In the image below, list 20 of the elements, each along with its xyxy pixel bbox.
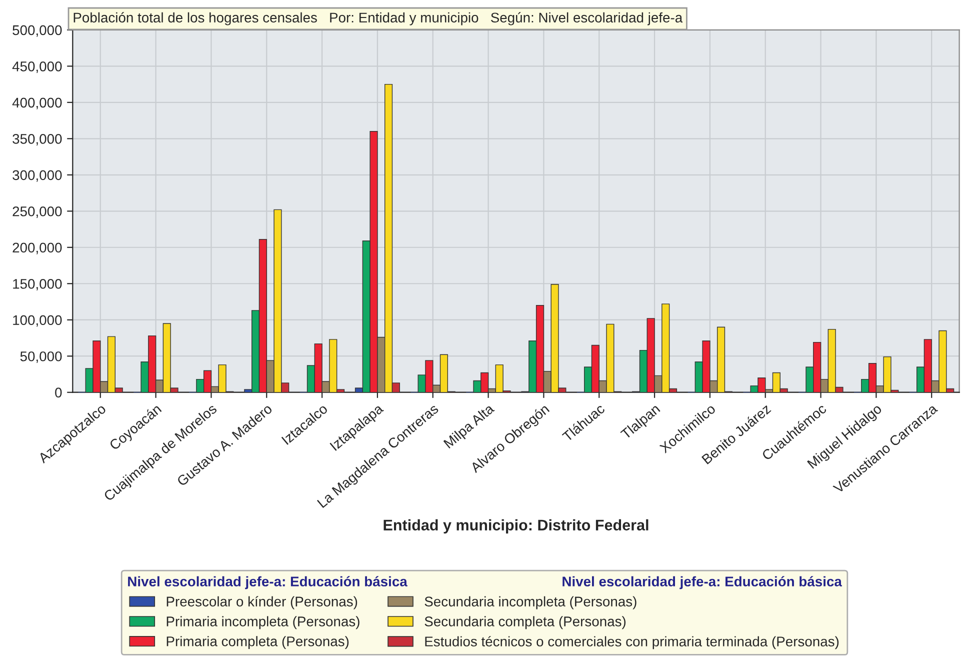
legend-label: Secundaria completa (Personas) [424,616,626,630]
legend-label: Estudios técnicos o comerciales con primaria terminada (Personas) [425,636,839,650]
y-tick-label: 400,000 [12,98,62,110]
y-tick-label: 250,000 [12,206,62,218]
legend-label: Primaria completa (Personas) [166,636,349,650]
y-tick-label: 300,000 [12,170,62,182]
y-tick-label: 100,000 [13,315,62,327]
y-tick-label: 350,000 [12,134,62,146]
y-tick-label: 450,000 [12,62,62,73]
y-tick-label: 50,000 [20,351,62,363]
legend-label: Secundaria incompleta (Personas) [424,596,636,610]
chart-title: Población total de los hogares censales Por: Entidad y municipio Según: Nivel escolaridad jefe-a [74,12,683,26]
y-tick-label: 500,000 [12,25,62,37]
text: Nivel escolaridad jefe-a: Educación básica Nivel escolaridad jefe-a: Educación básica [128,576,842,590]
x-axis-title: Entidad y municipio: Distrito Federal [384,519,648,534]
y-tick-label: 150,000 [13,278,62,290]
y-tick-label: 0 [55,388,62,398]
y-tick-label: 200,000 [12,242,62,254]
legend-label: Primaria incompleta (Personas) [166,616,360,630]
legend-label: Preescolar o kínder (Personas) [166,596,358,610]
